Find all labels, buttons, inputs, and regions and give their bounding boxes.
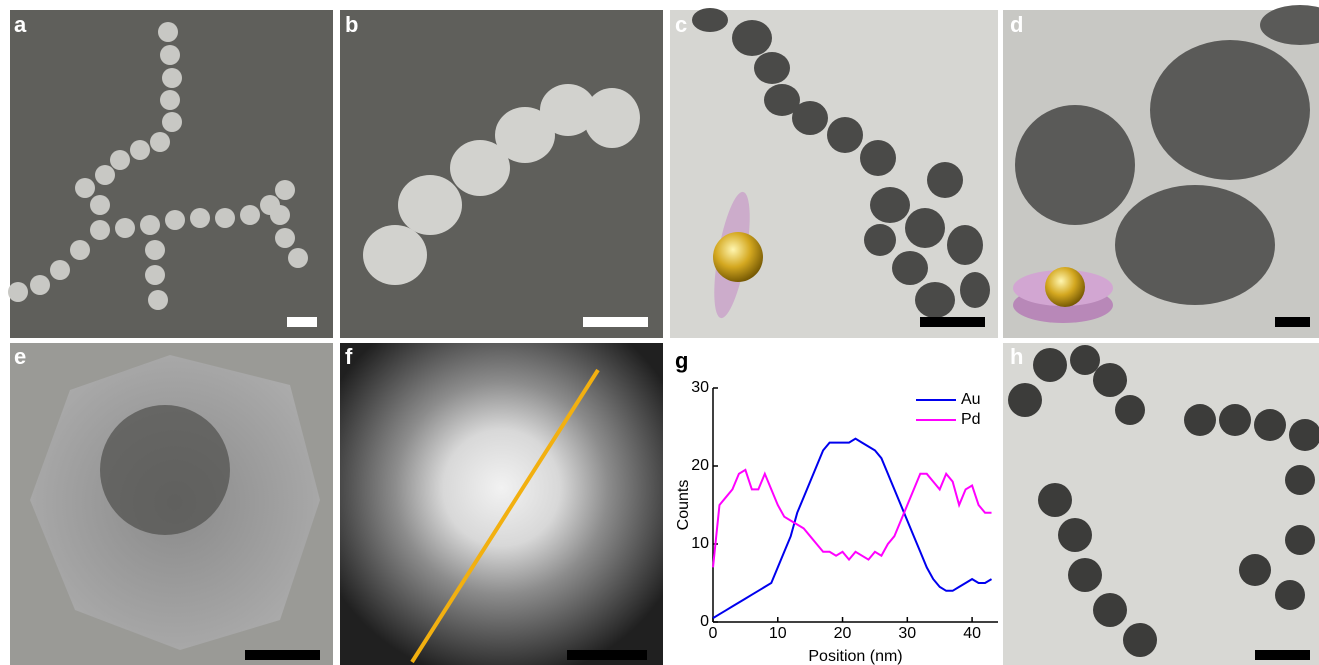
legend-label: Au bbox=[961, 391, 981, 408]
scale-bar bbox=[920, 317, 985, 327]
panel-label: c bbox=[675, 12, 687, 37]
scale-bar bbox=[287, 317, 317, 327]
figure-canvas: a b c d e f g h 0102030010203040Position… bbox=[0, 0, 1319, 665]
y-tick-label: 20 bbox=[691, 457, 709, 474]
panel-label: h bbox=[1010, 344, 1023, 369]
series-line bbox=[713, 439, 992, 618]
panel-label: a bbox=[14, 12, 27, 37]
panel-label: e bbox=[14, 344, 26, 369]
series-line bbox=[713, 470, 992, 568]
y-tick-label: 10 bbox=[691, 535, 709, 552]
panel-label: f bbox=[345, 344, 353, 369]
haadf-image bbox=[340, 343, 663, 665]
core-sphere bbox=[713, 232, 763, 282]
core bbox=[100, 405, 230, 535]
x-tick-label: 40 bbox=[963, 625, 981, 642]
y-axis-label: Counts bbox=[675, 480, 692, 531]
legend-label: Pd bbox=[961, 411, 981, 428]
x-tick-label: 30 bbox=[898, 625, 916, 642]
scale-bar bbox=[245, 650, 320, 660]
scale-bar bbox=[567, 650, 647, 660]
y-tick-label: 30 bbox=[691, 379, 709, 396]
panel-label: b bbox=[345, 12, 358, 37]
x-tick-label: 10 bbox=[769, 625, 787, 642]
figure: a b c d e f g h 0102030010203040Position… bbox=[0, 0, 1319, 665]
x-tick-label: 0 bbox=[709, 625, 718, 642]
scale-bar bbox=[1275, 317, 1310, 327]
x-tick-label: 20 bbox=[834, 625, 852, 642]
x-axis-label: Position (nm) bbox=[808, 648, 902, 665]
panel-label: g bbox=[675, 348, 688, 373]
core-sphere bbox=[1045, 267, 1085, 307]
scale-bar bbox=[583, 317, 648, 327]
scale-bar bbox=[1255, 650, 1310, 660]
panel-label: d bbox=[1010, 12, 1023, 37]
